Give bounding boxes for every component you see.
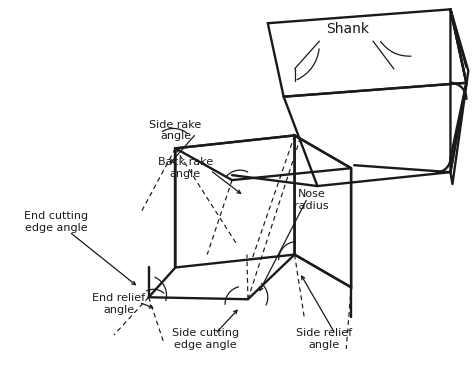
Text: End relief
angle: End relief angle xyxy=(92,293,146,315)
Text: Side cutting
edge angle: Side cutting edge angle xyxy=(172,328,239,350)
Text: Nose
radius: Nose radius xyxy=(294,189,329,211)
Text: End cutting
edge angle: End cutting edge angle xyxy=(24,211,88,232)
Text: Side relief
angle: Side relief angle xyxy=(296,328,353,350)
Text: Shank: Shank xyxy=(326,22,369,36)
Text: Back rake
angle: Back rake angle xyxy=(158,158,213,179)
Text: Side rake
angle: Side rake angle xyxy=(149,120,201,141)
